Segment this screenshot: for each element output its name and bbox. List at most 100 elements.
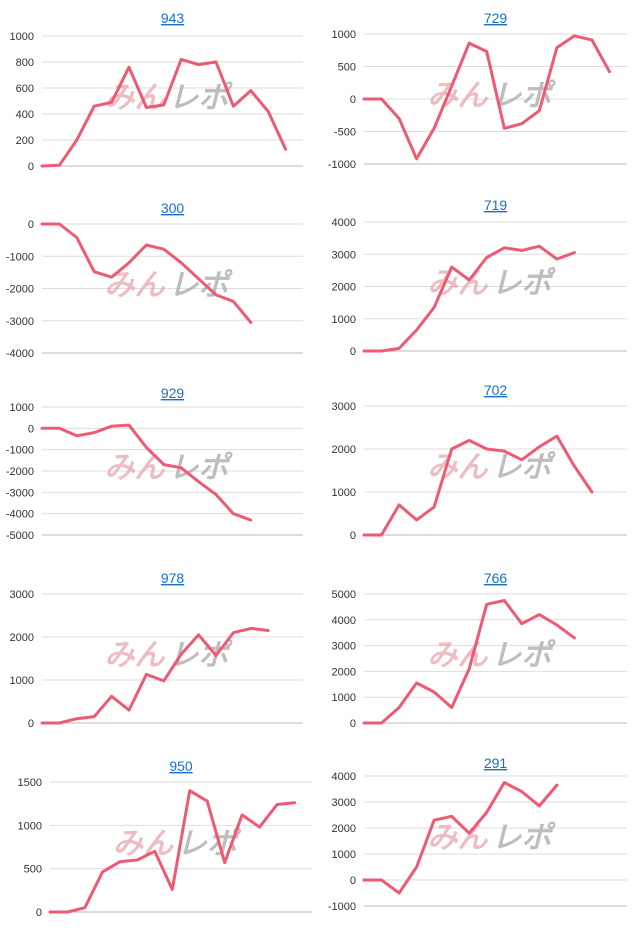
data-point (162, 103, 165, 107)
y-tick-label: 2000 (332, 823, 356, 835)
data-point (415, 328, 418, 332)
data-point (93, 715, 96, 718)
data-point (397, 347, 401, 350)
data-point (40, 164, 44, 168)
data-point (380, 721, 383, 725)
data-point (362, 349, 366, 353)
y-tick-label: 3000 (10, 589, 34, 601)
y-tick-label: -3000 (6, 487, 34, 499)
data-point (450, 706, 453, 709)
data-point (485, 50, 488, 53)
data-point (232, 631, 235, 634)
data-point (503, 449, 506, 453)
y-tick-label: 500 (338, 62, 356, 74)
data-point (110, 425, 113, 428)
y-tick-label: 0 (28, 161, 34, 173)
y-tick-label: -4000 (6, 509, 34, 521)
chart-title-link[interactable]: 702 (484, 382, 508, 398)
data-point (75, 138, 79, 142)
data-point (75, 236, 79, 239)
chart-title-link[interactable]: 766 (484, 570, 508, 586)
chart-title-link[interactable]: 291 (484, 755, 508, 771)
data-point (362, 97, 366, 101)
data-point (40, 721, 44, 725)
y-tick-label: 1000 (332, 29, 356, 41)
watermark-gray-text: レポ (492, 638, 557, 673)
data-point (197, 277, 200, 281)
data-point (267, 629, 270, 632)
y-tick-label: 1000 (10, 402, 34, 414)
data-point (75, 434, 79, 437)
data-point (432, 690, 436, 694)
data-point (249, 518, 252, 522)
y-tick-label: 1000 (332, 849, 356, 861)
watermark-logo: みん レポ (428, 79, 557, 114)
y-tick-label: 2000 (10, 632, 34, 644)
data-point (162, 679, 165, 683)
y-tick-label: -5000 (6, 530, 34, 542)
data-point (127, 66, 131, 69)
y-tick-label: 1000 (332, 314, 356, 326)
y-tick-label: 0 (28, 219, 34, 231)
data-point (380, 533, 383, 537)
data-point (127, 261, 131, 264)
chart-title-link[interactable]: 729 (484, 10, 508, 26)
data-point (520, 458, 523, 461)
data-point (380, 349, 383, 353)
data-point (520, 249, 523, 252)
data-point (503, 127, 506, 130)
data-point (503, 599, 506, 602)
watermark-gray-text: レポ (492, 450, 557, 485)
y-tick-label: 3000 (332, 249, 356, 261)
data-point (503, 781, 506, 784)
y-tick-label: 3000 (332, 641, 356, 653)
data-point (450, 447, 453, 451)
chart-title-link[interactable]: 950 (169, 758, 193, 774)
data-point (58, 222, 61, 226)
y-tick-label: 0 (28, 718, 34, 730)
line-chart-702: 702 0 1000 2000 3000 みん レポ (332, 382, 627, 542)
data-point (468, 41, 471, 45)
data-point (450, 265, 453, 269)
data-point (362, 533, 366, 537)
data-point (362, 721, 366, 725)
y-tick-label: 500 (24, 864, 42, 876)
data-point (397, 706, 401, 709)
data-point (468, 439, 471, 442)
data-point (75, 717, 79, 720)
data-point (450, 815, 453, 818)
chart-title-link[interactable]: 719 (484, 197, 508, 213)
y-tick-label: 1000 (10, 31, 34, 43)
data-point (101, 870, 104, 874)
watermark-gray-text: レポ (169, 81, 234, 116)
data-point (468, 832, 471, 835)
watermark-pink-text: みん (428, 638, 489, 673)
y-tick-label: 800 (16, 57, 34, 69)
watermark-pink-text: みん (428, 821, 489, 856)
data-point (538, 244, 541, 248)
data-point (555, 46, 559, 49)
data-point (284, 147, 287, 151)
line-chart-943: 943 0 200 400 600 800 1000 みん レポ (10, 10, 303, 173)
data-point (223, 861, 226, 864)
watermark-logo: みん レポ (105, 268, 234, 303)
y-tick-label: 1000 (332, 692, 356, 704)
line-chart-291: 291 -1000 0 1000 2000 3000 4000 みん レポ (328, 755, 627, 913)
data-point (503, 246, 506, 249)
data-point (180, 653, 183, 656)
chart-title-link[interactable]: 929 (161, 385, 185, 401)
data-point (48, 910, 52, 914)
watermark-logo: みん レポ (105, 81, 234, 116)
chart-title-link[interactable]: 943 (161, 10, 185, 26)
watermark-gray-text: レポ (492, 821, 557, 856)
chart-title-link[interactable]: 978 (161, 570, 185, 586)
data-point (485, 603, 488, 606)
chart-title-link[interactable]: 300 (161, 200, 185, 216)
data-point (397, 891, 401, 895)
data-point (267, 110, 270, 113)
data-point (162, 247, 165, 251)
data-point (415, 518, 418, 522)
data-point (110, 101, 113, 104)
data-point (127, 423, 131, 427)
watermark-pink-text: みん (428, 450, 489, 485)
